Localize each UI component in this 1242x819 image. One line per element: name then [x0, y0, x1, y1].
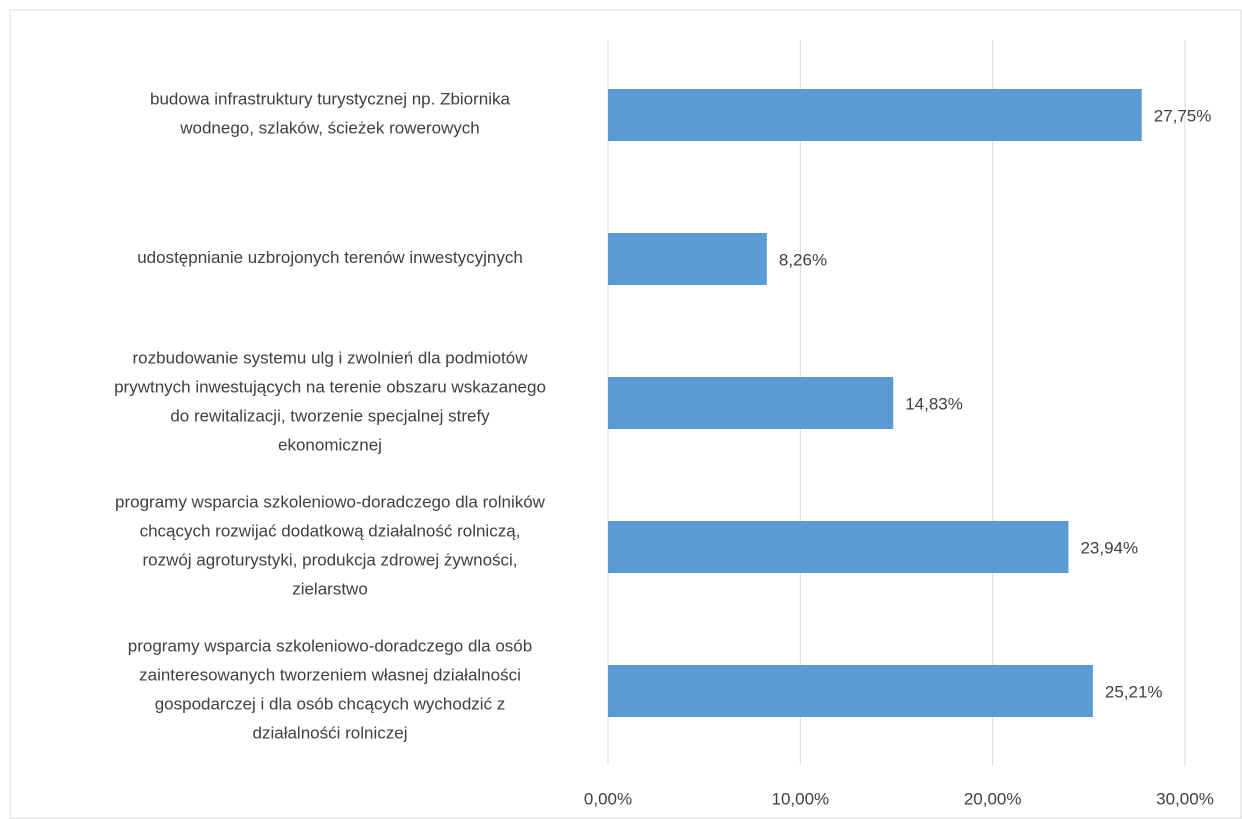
category-label: programy wsparcia szkoleniowo-doradczego…: [115, 493, 546, 599]
bar: [608, 377, 894, 429]
bar: [608, 89, 1142, 141]
value-label: 23,94%: [1080, 538, 1138, 557]
category-label: budowa infrastruktury turystycznej np. Z…: [150, 90, 511, 138]
chart-frame: [9, 9, 1242, 819]
value-label: 14,83%: [905, 394, 963, 413]
bar: [608, 521, 1069, 573]
value-label: 8,26%: [779, 250, 827, 269]
category-label: rozbudowanie systemu ulg i zwolnień dla …: [114, 349, 546, 455]
bar: [608, 233, 767, 285]
x-tick-label: 0,00%: [584, 789, 632, 808]
x-tick-label: 10,00%: [771, 789, 829, 808]
x-tick-label: 20,00%: [964, 789, 1022, 808]
value-label: 27,75%: [1154, 106, 1212, 125]
category-label: programy wsparcia szkoleniowo-doradczego…: [128, 637, 532, 743]
value-label: 25,21%: [1105, 682, 1163, 701]
bar: [608, 665, 1093, 717]
x-tick-label: 30,00%: [1156, 789, 1214, 808]
category-label: udostępnianie uzbrojonych terenów inwest…: [137, 248, 523, 267]
